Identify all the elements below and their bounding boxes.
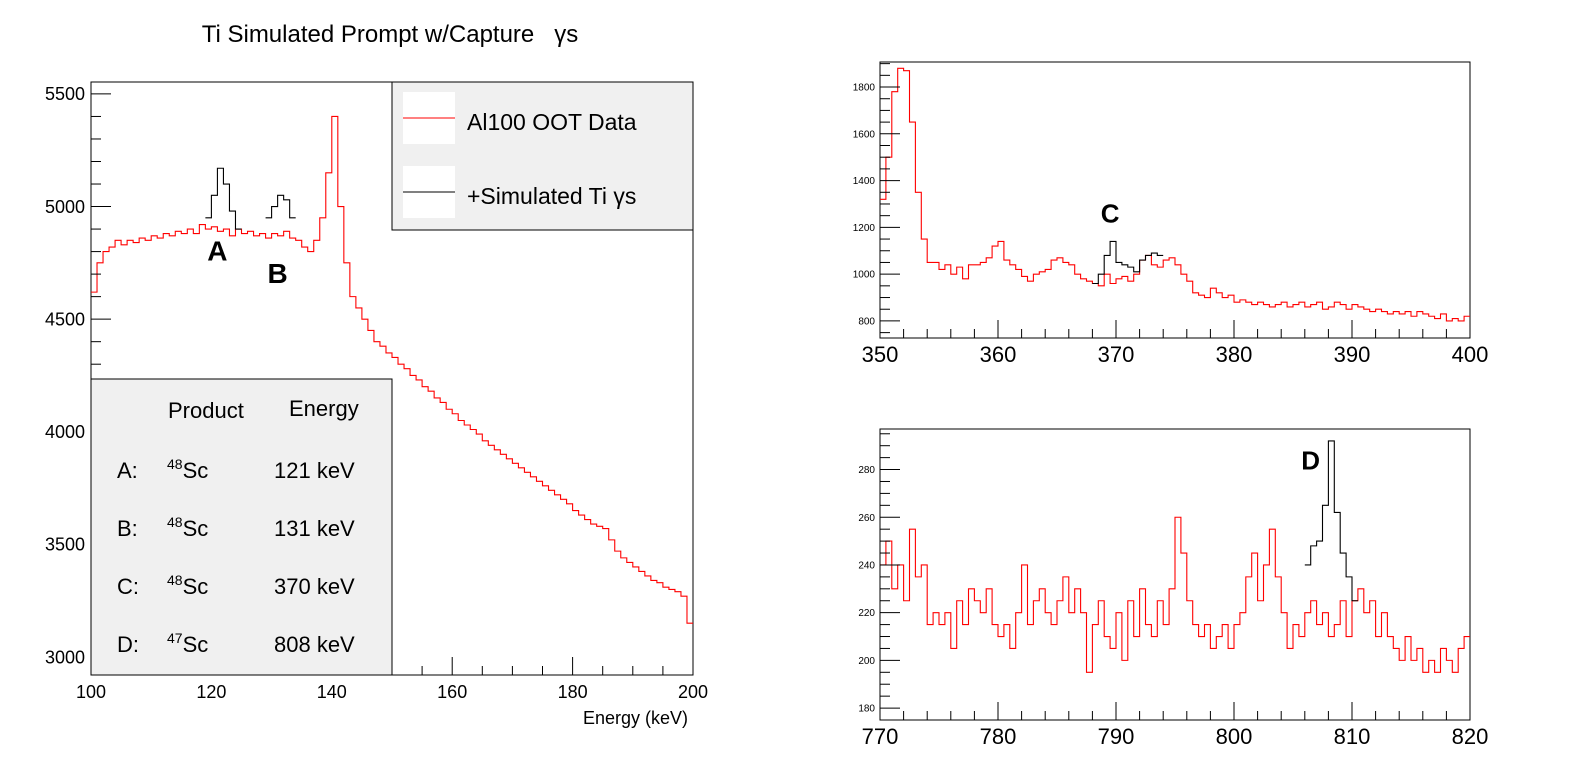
peak-label-C: C — [1101, 199, 1120, 229]
row-energy: 808 keV — [274, 632, 355, 657]
x-tick-label: 180 — [558, 682, 588, 702]
row-energy: 131 keV — [274, 516, 355, 541]
row-label: C: — [117, 574, 139, 599]
row-product: 48Sc — [167, 572, 208, 599]
row-product: 47Sc — [167, 630, 208, 657]
plot-frame — [879, 428, 1471, 721]
table-row: C: 48Sc 370 keV — [117, 572, 355, 599]
legend: Al100 OOT Data +Simulated Ti γs — [391, 81, 694, 231]
element: Sc — [183, 632, 209, 657]
inset-350-400-plot: 800 1000 1200 1400 1600 1800 350 360 370 380 390 40… — [853, 61, 1489, 367]
peak-label-A: A — [207, 236, 227, 267]
x-tick-label: 800 — [1216, 724, 1253, 749]
x-tick-label: 770 — [862, 724, 899, 749]
y-tick-label: 180 — [858, 704, 875, 715]
x-tick-label: 140 — [317, 682, 347, 702]
x-tick-label: 810 — [1334, 724, 1371, 749]
x-tick-label: 370 — [1098, 342, 1135, 367]
element: Sc — [183, 458, 209, 483]
inset-770-820-plot: 180 200 220 240 260 280 770 780 790 800 810 820 D — [858, 428, 1489, 749]
y-tick-label: 1000 — [853, 270, 876, 281]
chart-title: Ti Simulated Prompt w/Capture γs — [202, 21, 579, 48]
row-product: 48Sc — [167, 456, 208, 483]
table-header-product: Product — [168, 398, 244, 423]
x-tick-label: 400 — [1452, 342, 1489, 367]
histogram-series-data — [91, 115, 693, 624]
table-header-energy: Energy — [289, 396, 359, 421]
x-tick-label: 360 — [980, 342, 1017, 367]
y-tick-label: 240 — [858, 560, 875, 571]
x-tick-label: 790 — [1098, 724, 1135, 749]
y-tick-label: 220 — [858, 608, 875, 619]
x-tick-label: 820 — [1452, 724, 1489, 749]
peak-label-D: D — [1301, 446, 1320, 476]
y-tick-label: 1600 — [853, 129, 876, 140]
row-label: B: — [117, 516, 138, 541]
element: Sc — [183, 574, 209, 599]
y-tick-label: 260 — [858, 513, 875, 524]
main-spectrum-plot: 3000 3500 4000 4500 5000 5500 100 120 140 160 180 2… — [45, 81, 708, 702]
histogram-series-simulated — [1092, 240, 1164, 285]
histogram-series-data — [880, 516, 1470, 673]
mass-number: 48 — [167, 456, 183, 472]
x-tick-label: 380 — [1216, 342, 1253, 367]
y-tick-label: 5000 — [45, 197, 85, 217]
table-row: B: 48Sc 131 keV — [117, 514, 355, 541]
mass-number: 48 — [167, 514, 183, 530]
mass-number: 48 — [167, 572, 183, 588]
y-tick-label: 1200 — [853, 223, 876, 234]
y-tick-label: 200 — [858, 656, 875, 667]
y-tick-label: 280 — [858, 465, 875, 476]
x-tick-label: 100 — [76, 682, 106, 702]
y-tick-label: 3500 — [45, 535, 85, 555]
histogram-series-simulated — [205, 167, 242, 230]
histogram-series-simulated — [1304, 440, 1358, 602]
row-energy: 370 keV — [274, 574, 355, 599]
y-tick-label: 4000 — [45, 422, 85, 442]
mass-number: 47 — [167, 630, 183, 646]
legend-label-data: Al100 OOT Data — [467, 109, 637, 135]
plot-frame — [879, 61, 1471, 339]
y-tick-label: 3000 — [45, 647, 85, 667]
y-tick-label: 4500 — [45, 309, 85, 329]
row-energy: 121 keV — [274, 458, 355, 483]
x-tick-label: 350 — [862, 342, 899, 367]
x-tick-label: 160 — [437, 682, 467, 702]
y-tick-label: 5500 — [45, 84, 85, 104]
x-tick-label: 390 — [1334, 342, 1371, 367]
x-tick-label: 780 — [980, 724, 1017, 749]
y-tick-label: 800 — [858, 316, 875, 327]
peak-label-B: B — [268, 258, 288, 289]
table-row: D: 47Sc 808 keV — [117, 630, 355, 657]
histogram-series-simulated — [265, 194, 296, 219]
x-tick-label: 200 — [678, 682, 708, 702]
row-product: 48Sc — [167, 514, 208, 541]
row-label: D: — [117, 632, 139, 657]
histogram-series-data — [880, 67, 1470, 322]
row-label: A: — [117, 458, 138, 483]
y-tick-label: 1400 — [853, 176, 876, 187]
x-axis-label: Energy (keV) — [583, 708, 688, 728]
element: Sc — [183, 516, 209, 541]
legend-label-simulated: +Simulated Ti γs — [467, 183, 636, 209]
x-tick-label: 120 — [196, 682, 226, 702]
y-tick-label: 1800 — [853, 83, 876, 94]
table-row: A: 48Sc 121 keV — [117, 456, 355, 483]
